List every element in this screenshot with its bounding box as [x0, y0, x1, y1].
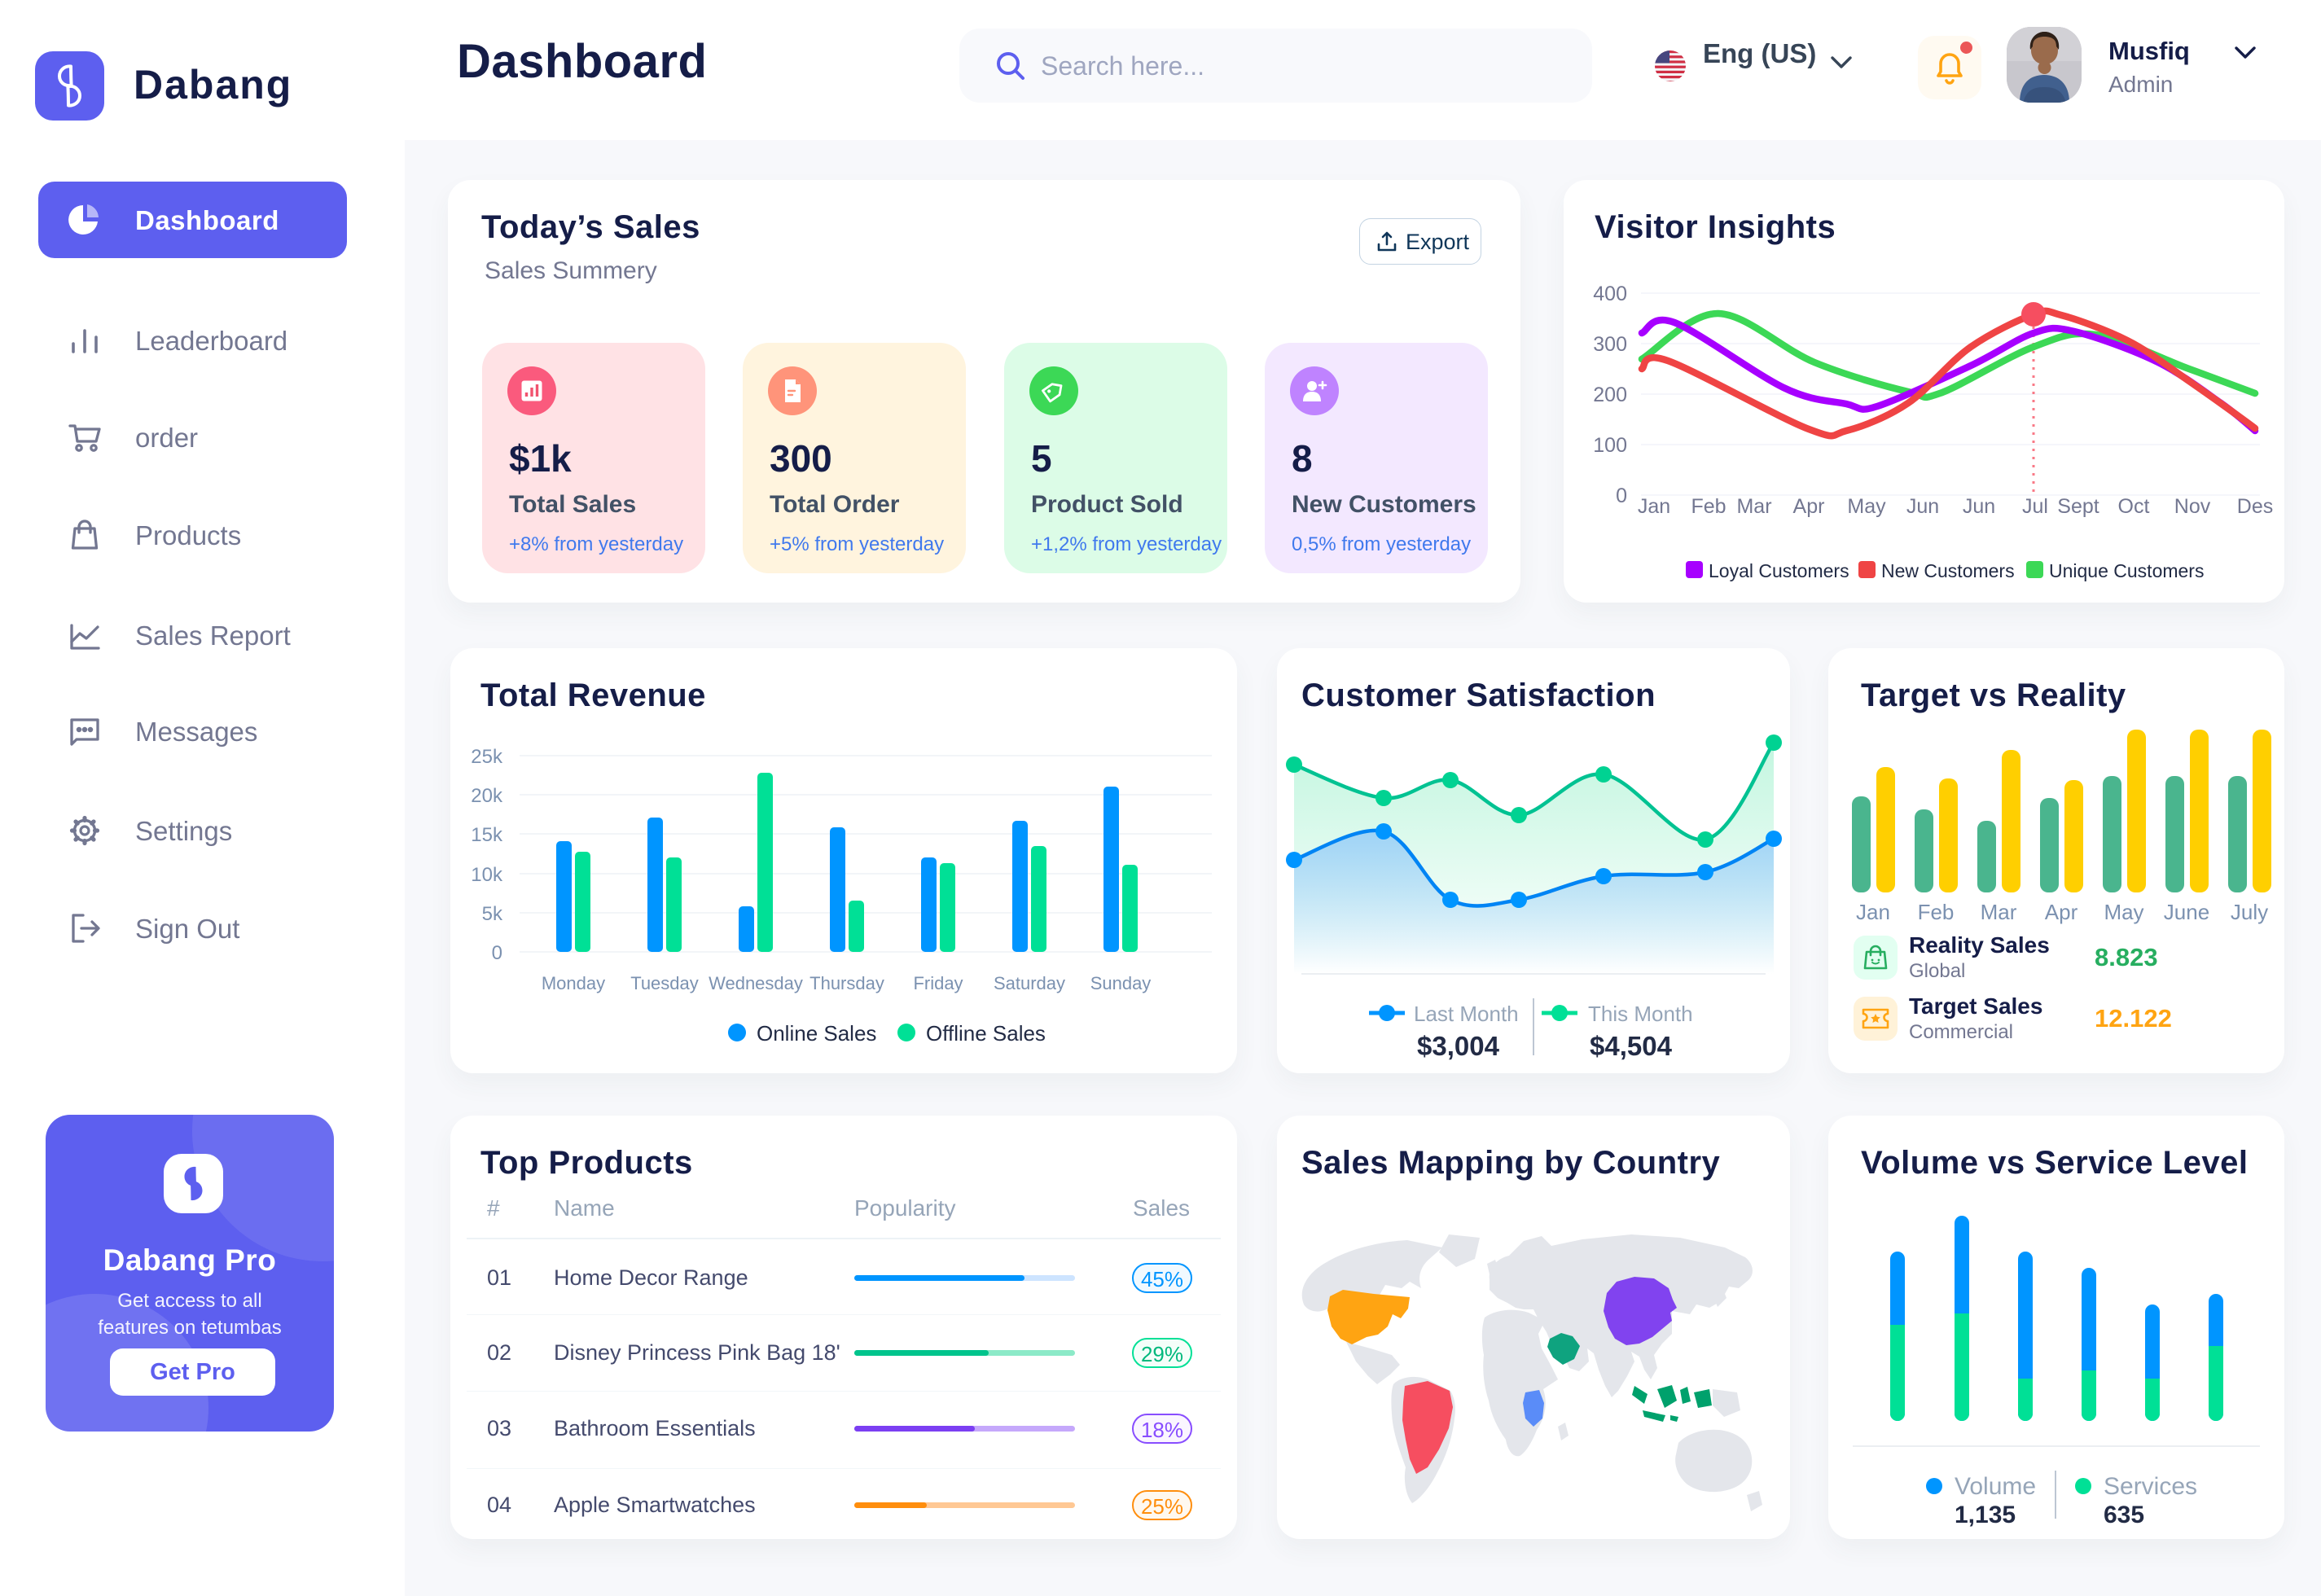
svg-text:Online Sales: Online Sales — [757, 1021, 876, 1046]
svg-text:Last Month: Last Month — [1414, 1002, 1519, 1026]
svg-text:Friday: Friday — [913, 973, 963, 993]
svg-text:Services: Services — [2104, 1473, 2197, 1500]
svg-text:Jul: Jul — [2022, 495, 2048, 518]
svg-text:1,135: 1,135 — [1955, 1502, 2016, 1528]
svg-text:May: May — [2104, 900, 2143, 924]
svg-text:Saturday: Saturday — [994, 973, 1065, 993]
svg-text:12.122: 12.122 — [2095, 1004, 2172, 1033]
svg-text:Volume: Volume — [1955, 1473, 2036, 1500]
svg-text:Apr: Apr — [2045, 900, 2078, 924]
svg-text:July: July — [2231, 900, 2268, 924]
svg-text:Global: Global — [1909, 960, 1965, 982]
svg-text:Unique Customers: Unique Customers — [2049, 560, 2204, 581]
svg-text:Tuesday: Tuesday — [630, 973, 699, 993]
svg-text:$4,504: $4,504 — [1590, 1031, 1673, 1061]
svg-text:Mar: Mar — [1981, 900, 2017, 924]
svg-text:20k: 20k — [471, 785, 503, 807]
svg-text:Nov: Nov — [2174, 495, 2211, 518]
svg-text:200: 200 — [1593, 384, 1627, 406]
svg-text:New Customers: New Customers — [1881, 560, 2015, 581]
svg-text:Offline Sales: Offline Sales — [926, 1021, 1046, 1046]
svg-text:June: June — [2164, 900, 2209, 924]
svg-text:Monday: Monday — [542, 973, 605, 993]
svg-text:May: May — [1847, 495, 1886, 518]
svg-text:Wednesday: Wednesday — [709, 973, 803, 993]
svg-text:Sunday: Sunday — [1090, 973, 1152, 993]
svg-text:Jan: Jan — [1856, 900, 1890, 924]
svg-text:Feb: Feb — [1918, 900, 1955, 924]
svg-text:Jun: Jun — [1963, 495, 1995, 518]
svg-text:15k: 15k — [471, 824, 503, 846]
svg-text:Mar: Mar — [1736, 495, 1771, 518]
svg-text:Commercial: Commercial — [1909, 1021, 2013, 1043]
svg-text:Jan: Jan — [1638, 495, 1670, 518]
svg-text:25k: 25k — [471, 746, 503, 768]
svg-text:400: 400 — [1593, 283, 1627, 305]
svg-text:Oct: Oct — [2118, 495, 2150, 518]
svg-text:8.823: 8.823 — [2095, 943, 2158, 971]
svg-text:100: 100 — [1593, 434, 1627, 457]
svg-text:0: 0 — [1616, 484, 1627, 507]
svg-text:This Month: This Month — [1588, 1002, 1693, 1026]
svg-text:$3,004: $3,004 — [1417, 1031, 1500, 1061]
svg-text:Target Sales: Target Sales — [1909, 993, 2042, 1019]
svg-text:10k: 10k — [471, 864, 503, 886]
svg-text:Loyal Customers: Loyal Customers — [1709, 560, 1849, 581]
svg-text:Feb: Feb — [1691, 495, 1726, 518]
svg-text:Sept: Sept — [2057, 495, 2099, 518]
svg-text:0: 0 — [492, 942, 502, 964]
svg-text:Thursday: Thursday — [809, 973, 884, 993]
svg-text:635: 635 — [2104, 1502, 2144, 1528]
svg-text:Des: Des — [2237, 495, 2273, 518]
svg-text:5k: 5k — [482, 903, 503, 925]
svg-text:Reality Sales: Reality Sales — [1909, 932, 2050, 958]
svg-text:300: 300 — [1593, 333, 1627, 356]
svg-text:Apr: Apr — [1793, 495, 1825, 518]
svg-text:Jun: Jun — [1906, 495, 1939, 518]
